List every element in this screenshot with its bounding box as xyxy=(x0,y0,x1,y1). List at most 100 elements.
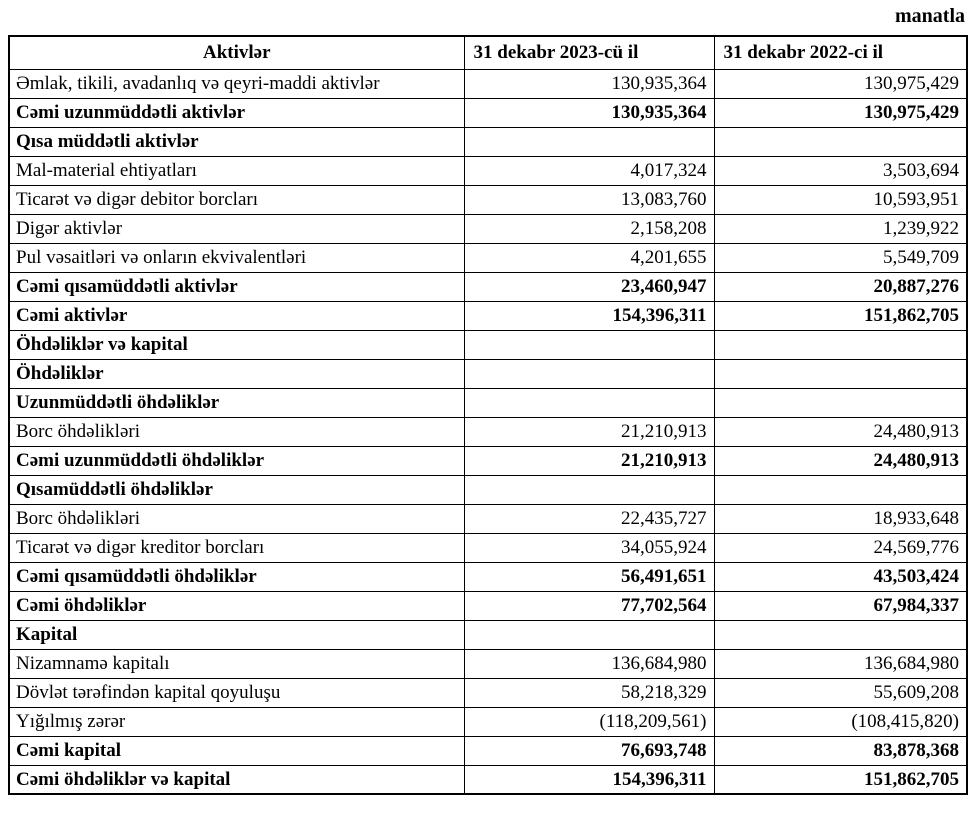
row-label-cell: Nizamnamə kapitalı xyxy=(8,648,465,679)
table-row: Dövlət tərəfindən kapital qoyuluşu 58,218… xyxy=(8,677,968,708)
table-row: Kapital xyxy=(8,619,968,650)
table-body: Əmlak, tikili, avadanlıq və qeyri-maddi … xyxy=(8,68,968,795)
value-2022-cell: 136,684,980 xyxy=(713,648,968,679)
value-2023-cell: 4,201,655 xyxy=(463,242,715,273)
table-row: Ticarət və digər kreditor borcları 34,055… xyxy=(8,532,968,563)
table-row: Digər aktivlər 2,158,208 1,239,922 xyxy=(8,213,968,244)
table-row: Qısa müddətli aktivlər xyxy=(8,126,968,157)
value-2023-cell xyxy=(463,619,715,650)
value-2022-cell: 43,503,424 xyxy=(713,561,968,592)
table-row: Pul vəsaitləri və onların ekvivalentləri… xyxy=(8,242,968,273)
table-header-row: Aktivlər 31 dekabr 2023-cü il 31 dekabr … xyxy=(8,35,968,70)
row-label-cell: Cəmi qısamüddətli aktivlər xyxy=(8,271,465,302)
table-row: Cəmi uzunmüddətli öhdəliklər 21,210,913 24… xyxy=(8,445,968,476)
row-label-cell: Uzunmüddətli öhdəliklər xyxy=(8,387,465,418)
row-label-cell: Cəmi öhdəliklər və kapital xyxy=(8,764,465,795)
table-row: Qısamüddətli öhdəliklər xyxy=(8,474,968,505)
value-2022-cell: (108,415,820) xyxy=(713,706,968,737)
table-row: Cəmi aktivlər 154,396,311 151,862,705 xyxy=(8,300,968,331)
value-2022-cell xyxy=(713,358,968,389)
value-2022-cell: 151,862,705 xyxy=(713,764,968,795)
table-row: Cəmi uzunmüddətli aktivlər 130,935,364 130… xyxy=(8,97,968,128)
value-2023-cell: (118,209,561) xyxy=(463,706,715,737)
table-row: Mal-material ehtiyatları 4,017,324 3,503,6… xyxy=(8,155,968,186)
table-row: Öhdəliklər və kapital xyxy=(8,329,968,360)
row-label-cell: Ticarət və digər kreditor borcları xyxy=(8,532,465,563)
value-2023-cell xyxy=(463,329,715,360)
value-2022-cell: 24,480,913 xyxy=(713,416,968,447)
value-2023-cell xyxy=(463,387,715,418)
row-label-cell: Cəmi aktivlər xyxy=(8,300,465,331)
value-2023-cell: 4,017,324 xyxy=(463,155,715,186)
row-label-cell: Cəmi öhdəliklər xyxy=(8,590,465,621)
value-2022-cell: 130,975,429 xyxy=(713,68,968,99)
value-2022-cell: 55,609,208 xyxy=(713,677,968,708)
value-2023-cell: 21,210,913 xyxy=(463,445,715,476)
value-2022-cell: 1,239,922 xyxy=(713,213,968,244)
row-label-cell: Öhdəliklər və kapital xyxy=(8,329,465,360)
row-label-cell: Pul vəsaitləri və onların ekvivalentləri xyxy=(8,242,465,273)
value-2023-cell: 154,396,311 xyxy=(463,300,715,331)
value-2022-cell: 24,569,776 xyxy=(713,532,968,563)
row-label-cell: Mal-material ehtiyatları xyxy=(8,155,465,186)
value-2023-cell: 21,210,913 xyxy=(463,416,715,447)
table-row: Uzunmüddətli öhdəliklər xyxy=(8,387,968,418)
value-2023-cell: 154,396,311 xyxy=(463,764,715,795)
row-label-cell: Cəmi qısamüddətli öhdəliklər xyxy=(8,561,465,592)
table-row: Cəmi qısamüddətli aktivlər 23,460,947 20,8… xyxy=(8,271,968,302)
row-label-cell: Cəmi uzunmüddətli aktivlər xyxy=(8,97,465,128)
row-label-cell: Qısamüddətli öhdəliklər xyxy=(8,474,465,505)
value-2023-cell: 136,684,980 xyxy=(463,648,715,679)
value-2023-cell: 34,055,924 xyxy=(463,532,715,563)
row-label-cell: Borc öhdəlikləri xyxy=(8,503,465,534)
value-2023-cell: 56,491,651 xyxy=(463,561,715,592)
table-row: Borc öhdəlikləri 21,210,913 24,480,913 xyxy=(8,416,968,447)
row-label-cell: Yığılmış zərər xyxy=(8,706,465,737)
column-header-assets: Aktivlər xyxy=(8,35,465,70)
row-label-cell: Digər aktivlər xyxy=(8,213,465,244)
currency-unit-label: manatla xyxy=(895,5,965,27)
row-label-cell: Əmlak, tikili, avadanlıq və qeyri-maddi … xyxy=(8,68,465,99)
table-row: Cəmi kapital 76,693,748 83,878,368 xyxy=(8,735,968,766)
value-2023-cell xyxy=(463,474,715,505)
row-label-cell: Kapital xyxy=(8,619,465,650)
value-2022-cell: 130,975,429 xyxy=(713,97,968,128)
column-header-2022: 31 dekabr 2022-ci il xyxy=(713,35,968,70)
value-2023-cell: 130,935,364 xyxy=(463,68,715,99)
value-2022-cell: 5,549,709 xyxy=(713,242,968,273)
row-label-cell: Cəmi uzunmüddətli öhdəliklər xyxy=(8,445,465,476)
value-2022-cell: 67,984,337 xyxy=(713,590,968,621)
value-2022-cell xyxy=(713,329,968,360)
value-2023-cell: 77,702,564 xyxy=(463,590,715,621)
value-2022-cell: 83,878,368 xyxy=(713,735,968,766)
table-row: Ticarət və digər debitor borcları 13,083,… xyxy=(8,184,968,215)
table-row: Cəmi qısamüddətli öhdəliklər 56,491,651 43… xyxy=(8,561,968,592)
value-2023-cell: 76,693,748 xyxy=(463,735,715,766)
value-2022-cell: 10,593,951 xyxy=(713,184,968,215)
table-row: Nizamnamə kapitalı 136,684,980 136,684,980 xyxy=(8,648,968,679)
value-2023-cell: 130,935,364 xyxy=(463,97,715,128)
row-label-cell: Ticarət və digər debitor borcları xyxy=(8,184,465,215)
value-2022-cell xyxy=(713,619,968,650)
value-2023-cell xyxy=(463,126,715,157)
table-row: Borc öhdəlikləri 22,435,727 18,933,648 xyxy=(8,503,968,534)
table-row: Cəmi öhdəliklər və kapital 154,396,311 151… xyxy=(8,764,968,795)
row-label-cell: Qısa müddətli aktivlər xyxy=(8,126,465,157)
value-2022-cell xyxy=(713,474,968,505)
value-2022-cell xyxy=(713,126,968,157)
row-label-cell: Öhdəliklər xyxy=(8,358,465,389)
value-2022-cell: 20,887,276 xyxy=(713,271,968,302)
row-label-cell: Cəmi kapital xyxy=(8,735,465,766)
column-header-2023: 31 dekabr 2023-cü il xyxy=(463,35,715,70)
value-2022-cell xyxy=(713,387,968,418)
value-2023-cell: 58,218,329 xyxy=(463,677,715,708)
value-2022-cell: 151,862,705 xyxy=(713,300,968,331)
value-2022-cell: 3,503,694 xyxy=(713,155,968,186)
value-2023-cell: 2,158,208 xyxy=(463,213,715,244)
table-row: Yığılmış zərər (118,209,561) (108,415,820) xyxy=(8,706,968,737)
value-2022-cell: 24,480,913 xyxy=(713,445,968,476)
table-row: Cəmi öhdəliklər 77,702,564 67,984,337 xyxy=(8,590,968,621)
value-2023-cell xyxy=(463,358,715,389)
table-row: Əmlak, tikili, avadanlıq və qeyri-maddi … xyxy=(8,68,968,99)
